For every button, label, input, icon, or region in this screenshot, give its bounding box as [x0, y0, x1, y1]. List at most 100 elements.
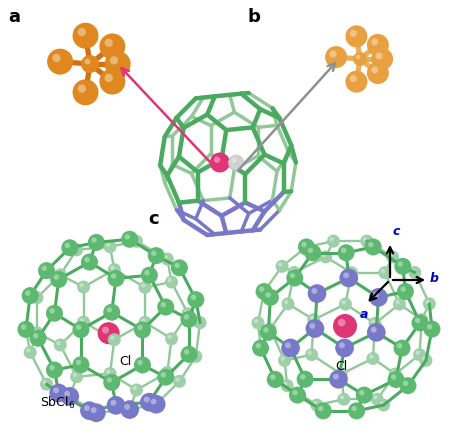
- Circle shape: [349, 30, 356, 37]
- Text: c: c: [392, 225, 399, 238]
- Circle shape: [337, 319, 345, 326]
- Circle shape: [196, 319, 200, 323]
- Circle shape: [160, 302, 166, 307]
- Circle shape: [184, 314, 189, 319]
- Circle shape: [396, 343, 402, 349]
- Circle shape: [408, 266, 420, 279]
- Circle shape: [90, 407, 96, 413]
- Circle shape: [174, 263, 179, 268]
- Circle shape: [163, 255, 167, 259]
- Circle shape: [308, 323, 314, 329]
- Circle shape: [391, 370, 395, 374]
- Circle shape: [23, 346, 37, 359]
- Circle shape: [111, 273, 116, 279]
- Circle shape: [78, 85, 86, 93]
- Circle shape: [91, 237, 96, 243]
- Circle shape: [307, 351, 311, 355]
- Circle shape: [358, 390, 364, 395]
- Circle shape: [189, 350, 202, 363]
- Circle shape: [311, 288, 317, 294]
- Circle shape: [17, 321, 34, 338]
- Circle shape: [124, 234, 130, 240]
- Circle shape: [140, 267, 157, 284]
- Circle shape: [359, 235, 373, 248]
- Text: a: a: [8, 8, 20, 26]
- Circle shape: [150, 398, 156, 404]
- Circle shape: [104, 39, 112, 47]
- Circle shape: [64, 391, 70, 397]
- Circle shape: [73, 356, 90, 373]
- Circle shape: [337, 244, 354, 261]
- Circle shape: [349, 75, 356, 82]
- Circle shape: [167, 335, 171, 339]
- Circle shape: [385, 250, 398, 263]
- Circle shape: [388, 368, 401, 381]
- Circle shape: [355, 55, 359, 59]
- Circle shape: [344, 266, 357, 279]
- Circle shape: [161, 366, 174, 379]
- Circle shape: [138, 281, 151, 294]
- Circle shape: [425, 300, 429, 304]
- Circle shape: [412, 348, 425, 361]
- Circle shape: [411, 314, 428, 332]
- Circle shape: [99, 69, 125, 95]
- Circle shape: [362, 237, 366, 241]
- Circle shape: [33, 329, 37, 333]
- Circle shape: [280, 339, 299, 357]
- Circle shape: [40, 378, 53, 391]
- Circle shape: [307, 284, 326, 303]
- Text: a: a: [359, 308, 368, 321]
- Circle shape: [49, 365, 55, 370]
- Circle shape: [312, 401, 316, 405]
- Circle shape: [110, 336, 114, 340]
- Circle shape: [376, 398, 389, 411]
- Circle shape: [60, 387, 79, 406]
- Circle shape: [366, 34, 388, 56]
- Circle shape: [143, 397, 149, 402]
- Circle shape: [301, 242, 306, 247]
- Circle shape: [173, 375, 185, 388]
- Text: Cl: Cl: [119, 355, 131, 368]
- Circle shape: [70, 243, 83, 256]
- Circle shape: [278, 263, 282, 266]
- Circle shape: [104, 51, 130, 77]
- Circle shape: [70, 370, 83, 383]
- Circle shape: [314, 402, 331, 419]
- Circle shape: [379, 401, 383, 405]
- Circle shape: [263, 322, 276, 335]
- Circle shape: [261, 289, 278, 306]
- Circle shape: [296, 371, 313, 388]
- Circle shape: [54, 339, 67, 352]
- Circle shape: [414, 318, 420, 323]
- Circle shape: [87, 403, 106, 422]
- Circle shape: [146, 395, 165, 414]
- Text: b: b: [247, 8, 260, 26]
- Circle shape: [263, 327, 268, 333]
- Circle shape: [280, 357, 284, 361]
- Circle shape: [97, 322, 119, 344]
- Circle shape: [351, 406, 356, 411]
- Circle shape: [305, 319, 324, 338]
- Circle shape: [231, 158, 236, 163]
- Circle shape: [130, 384, 143, 396]
- Circle shape: [386, 371, 403, 388]
- Circle shape: [81, 253, 98, 270]
- Circle shape: [303, 244, 320, 261]
- Circle shape: [265, 292, 270, 298]
- Circle shape: [415, 351, 419, 355]
- Circle shape: [26, 349, 30, 352]
- Circle shape: [367, 242, 373, 247]
- Circle shape: [84, 59, 90, 64]
- Circle shape: [228, 155, 244, 171]
- Circle shape: [368, 355, 372, 359]
- Circle shape: [410, 269, 414, 273]
- Circle shape: [21, 324, 26, 330]
- Circle shape: [304, 348, 317, 361]
- Circle shape: [151, 250, 156, 256]
- Circle shape: [77, 316, 90, 329]
- Circle shape: [414, 313, 427, 326]
- Circle shape: [347, 269, 351, 273]
- Circle shape: [326, 235, 339, 248]
- Circle shape: [370, 38, 377, 46]
- Circle shape: [73, 79, 98, 105]
